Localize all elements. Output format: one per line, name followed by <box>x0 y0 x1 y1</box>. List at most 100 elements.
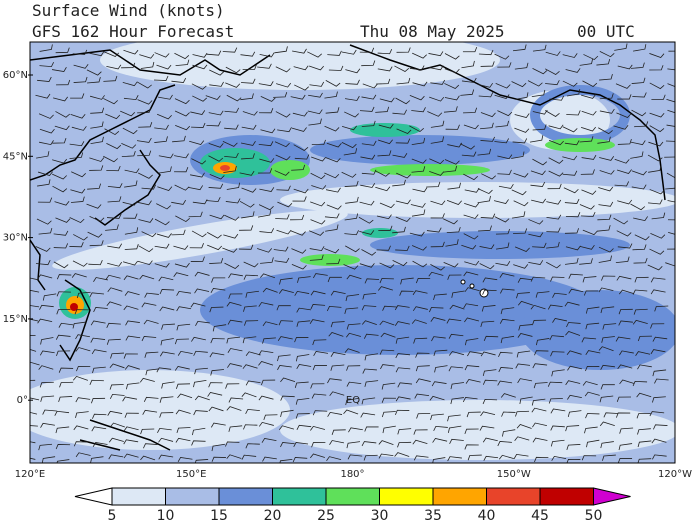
barb <box>614 43 628 51</box>
barb <box>106 301 122 306</box>
barb <box>532 158 548 166</box>
barb <box>544 68 560 75</box>
barb <box>667 200 675 203</box>
barb <box>139 54 155 59</box>
barb <box>58 322 74 328</box>
barb <box>616 230 632 237</box>
barb <box>154 218 170 226</box>
barb <box>209 214 225 220</box>
barb <box>103 155 118 163</box>
barb <box>415 365 430 372</box>
barb <box>227 363 242 368</box>
barb <box>209 81 224 87</box>
barb <box>69 242 84 248</box>
barb <box>275 154 291 161</box>
barb <box>579 58 594 66</box>
barb <box>239 225 254 231</box>
barb <box>191 336 206 342</box>
barb <box>651 94 666 100</box>
barb <box>465 379 481 384</box>
barb <box>291 263 307 270</box>
barb <box>463 107 478 114</box>
barb <box>430 136 445 144</box>
barb <box>325 187 341 193</box>
barb <box>56 308 71 315</box>
barb <box>344 180 359 187</box>
barb <box>428 65 444 71</box>
barb <box>58 367 74 373</box>
barb <box>409 231 425 237</box>
barb <box>649 82 665 90</box>
barb <box>377 139 393 145</box>
barb <box>278 320 294 326</box>
barb <box>377 49 393 55</box>
barb <box>277 201 293 208</box>
barb <box>123 305 139 311</box>
barb <box>241 454 257 460</box>
barb <box>121 143 137 149</box>
barb <box>136 200 152 206</box>
barb <box>225 198 241 204</box>
barb <box>240 51 256 57</box>
barb <box>39 44 53 52</box>
barb <box>106 322 121 328</box>
colorbar-tick-label: 30 <box>371 508 389 524</box>
barb <box>433 425 448 432</box>
barb <box>191 440 206 446</box>
barb <box>158 166 172 174</box>
barb <box>310 425 326 431</box>
colorbar-segment <box>325 487 380 506</box>
barb <box>208 382 223 388</box>
barb <box>619 350 634 356</box>
barb <box>239 200 255 208</box>
barb <box>430 241 445 248</box>
barb <box>493 199 509 204</box>
barb <box>208 143 224 148</box>
barb <box>258 81 274 87</box>
barb <box>346 323 361 330</box>
barb <box>614 158 630 164</box>
barb <box>514 62 529 70</box>
barb <box>344 348 360 353</box>
barb <box>37 171 53 177</box>
barb <box>613 125 629 130</box>
barb <box>498 367 513 373</box>
colorbar-tick-label: 25 <box>317 508 335 524</box>
barb <box>615 83 631 89</box>
barb <box>478 82 494 88</box>
barb <box>312 339 327 346</box>
barb <box>260 96 276 102</box>
barb <box>245 351 261 357</box>
barb <box>599 51 615 58</box>
lon-labels: 120°E 150°E 180° 150°W 120°W <box>15 469 692 480</box>
barb <box>364 426 379 432</box>
barb <box>309 246 325 252</box>
barb <box>649 189 665 195</box>
barb <box>637 458 652 463</box>
barb <box>206 196 221 203</box>
barb <box>565 330 581 336</box>
barb <box>633 44 647 52</box>
barb <box>59 381 74 388</box>
barb <box>30 305 40 308</box>
barb <box>161 381 175 389</box>
barb <box>74 309 89 315</box>
barb <box>597 214 612 221</box>
barb <box>56 459 70 463</box>
barb <box>177 350 193 356</box>
barb <box>464 365 480 371</box>
barb <box>311 156 327 162</box>
barb <box>243 424 258 430</box>
barb <box>579 258 593 265</box>
barb <box>40 337 54 345</box>
barb <box>415 278 431 284</box>
barb <box>175 383 191 390</box>
barb <box>433 349 448 357</box>
barb <box>364 353 379 361</box>
barb <box>174 365 190 371</box>
barb <box>477 188 493 195</box>
barb <box>347 454 363 460</box>
barb <box>310 383 325 389</box>
barb <box>616 275 632 281</box>
barb <box>552 292 567 298</box>
